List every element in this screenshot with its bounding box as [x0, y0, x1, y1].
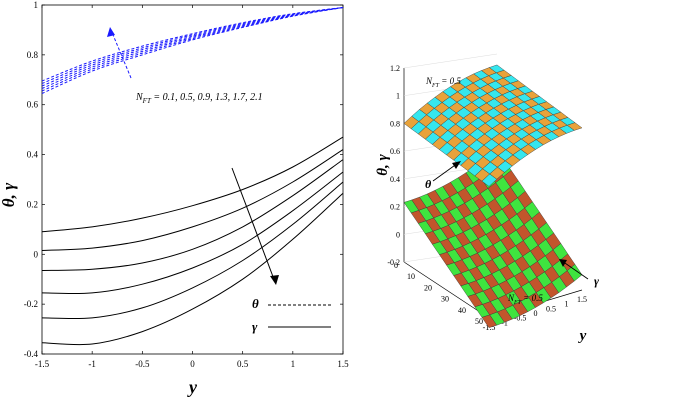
theta-trend-arrow	[110, 29, 132, 79]
gamma-nft-annotation: NFT = 0.5	[507, 293, 543, 306]
y-tick-label: 1	[34, 0, 39, 10]
x-tick-label: -1	[88, 359, 96, 369]
gamma-series-line	[41, 181, 344, 320]
z-tick-label: 0.2	[390, 203, 400, 212]
theta-nft-value: = 0.5	[439, 76, 461, 86]
gamma-label-arrowhead	[559, 259, 567, 267]
gamma-nft-prefix: N	[507, 293, 515, 303]
x-tick-label: -1.5	[35, 359, 50, 369]
gamma-series-line	[41, 171, 344, 295]
theta-surface-label: θ	[425, 177, 432, 191]
depth-tick-label: 50	[475, 317, 483, 326]
gamma-surface-label: γ	[594, 274, 599, 288]
z-tick-label: 0	[396, 230, 400, 239]
x-tick-label: 0	[190, 359, 195, 369]
theta-nft-prefix: N	[425, 76, 433, 86]
x-tick-label: 1.5	[337, 359, 349, 369]
x3d-tick-label: 1	[565, 300, 569, 309]
left-plot: -1.5 -1 -0.5 0 0.5 1 1.5 -0.4 -0.2 0 0.2 0.4 0.6 0.8 1…	[0, 0, 349, 397]
gamma-series-line	[41, 159, 344, 271]
left-axis-ticks: -1.5 -1 -0.5 0 0.5 1 1.5 -0.4 -0.2 0 0.2 0.4 0.6 0.8 1	[24, 0, 349, 369]
legend-gamma-label: γ	[252, 319, 258, 334]
depth-tick-label: 20	[424, 283, 432, 292]
right-plot: -0.200.20.40.60.811.2-1.5-1-0.500.511.50…	[375, 53, 599, 344]
right-z-axis-label: θ, γ	[375, 153, 391, 175]
legend-theta-label: θ	[252, 296, 259, 311]
y-tick-label: 0.6	[27, 100, 39, 110]
left-series-lines	[41, 7, 344, 346]
gamma-trend-arrowhead	[270, 275, 279, 285]
left-plot-frame	[41, 4, 344, 355]
left-x-axis-label: y	[187, 377, 198, 397]
y-tick-label: -0.4	[24, 349, 39, 359]
z-tick-label: 0.6	[390, 147, 400, 156]
nft-annotation-values: = 0.1, 0.5, 0.9, 1.3, 1.7, 2.1	[151, 92, 263, 103]
x3d-tick-label: -0.5	[514, 314, 527, 323]
x-tick-label: -0.5	[135, 359, 150, 369]
y-tick-label: 0.8	[27, 50, 39, 60]
z-grid-line	[403, 53, 498, 69]
theta-trend-arrowhead	[107, 27, 115, 37]
x3d-tick-label: -1	[501, 318, 508, 327]
z-tick-label: 0.4	[390, 175, 400, 184]
gamma-trend-arrow	[231, 167, 276, 283]
theta-nft-sub: FT	[431, 83, 440, 89]
gamma-label-arrow	[561, 260, 589, 280]
gamma-nft-sub: FT	[513, 300, 522, 306]
gamma-series-line	[41, 192, 344, 346]
right-surfaces	[403, 64, 583, 328]
nft-annotation-sub: FT	[142, 97, 152, 105]
z-tick-label: 0.8	[390, 119, 400, 128]
theta-label-arrow	[432, 162, 459, 182]
left-y-axis-label: θ, γ	[0, 182, 18, 207]
x3d-tick-label: 0	[534, 309, 538, 318]
depth-tick-label: 0	[394, 261, 398, 270]
depth-tick-label: 10	[407, 272, 415, 281]
theta-series-line	[41, 7, 344, 82]
y-tick-label: 0.4	[27, 150, 39, 160]
y-tick-label: -0.2	[24, 299, 38, 309]
theta-label-arrowhead	[452, 161, 461, 169]
left-legend: θ γ	[252, 296, 331, 334]
nft-annotation-prefix: N	[135, 92, 144, 103]
gamma-series-line	[41, 136, 344, 233]
y-tick-label: 0.2	[27, 199, 38, 209]
gamma-series-line	[41, 149, 344, 251]
z-tick-label: 1.2	[390, 64, 400, 73]
x3d-tick-label: 0.5	[546, 304, 556, 313]
x-tick-label: 1	[291, 359, 296, 369]
depth-tick-label: 40	[458, 306, 466, 315]
theta-surface-cell	[488, 64, 505, 73]
x-tick-label: 0.5	[237, 359, 249, 369]
theta-nft-annotation: NFT = 0.5	[425, 76, 461, 89]
theta-series-line	[41, 7, 344, 94]
depth-tick-label: 30	[441, 295, 449, 304]
nft-annotation: NFT = 0.1, 0.5, 0.9, 1.3, 1.7, 2.1	[135, 92, 263, 105]
right-depth-axis-line	[403, 261, 490, 319]
z-tick-label: 1	[396, 92, 400, 101]
y-tick-label: 0	[34, 249, 39, 259]
gamma-nft-value: = 0.5	[521, 293, 543, 303]
x3d-tick-label: 1.5	[577, 295, 587, 304]
right-x-axis-label: y	[578, 328, 587, 344]
z-tick-label: -0.2	[387, 258, 400, 267]
